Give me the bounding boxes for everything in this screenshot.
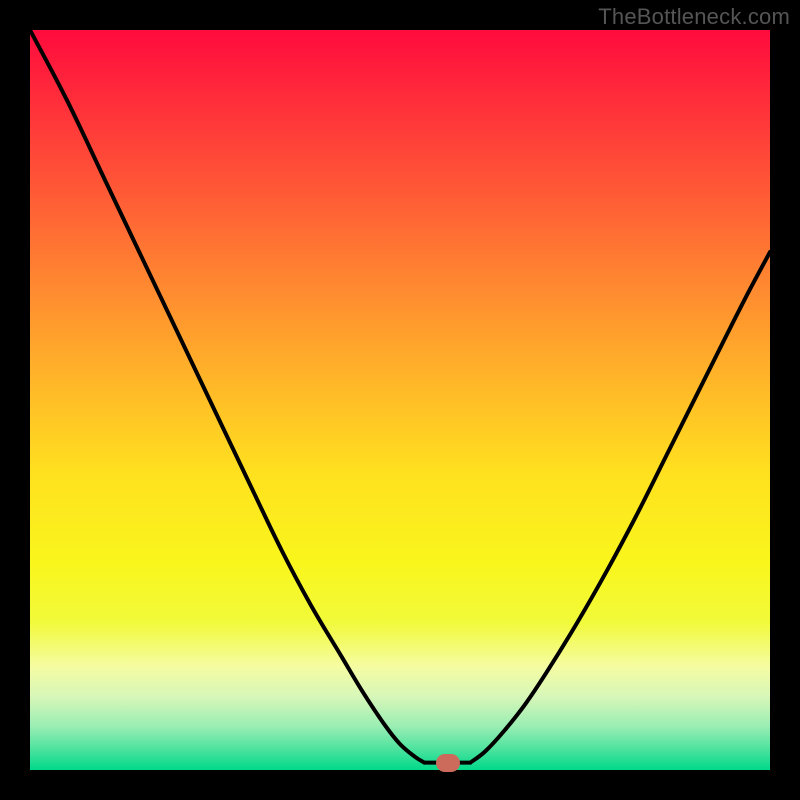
watermark-text: TheBottleneck.com — [598, 4, 790, 30]
bottleneck-curve — [30, 30, 770, 770]
optimal-point-marker — [436, 754, 460, 772]
plot-area — [30, 30, 770, 770]
chart-frame: TheBottleneck.com — [0, 0, 800, 800]
